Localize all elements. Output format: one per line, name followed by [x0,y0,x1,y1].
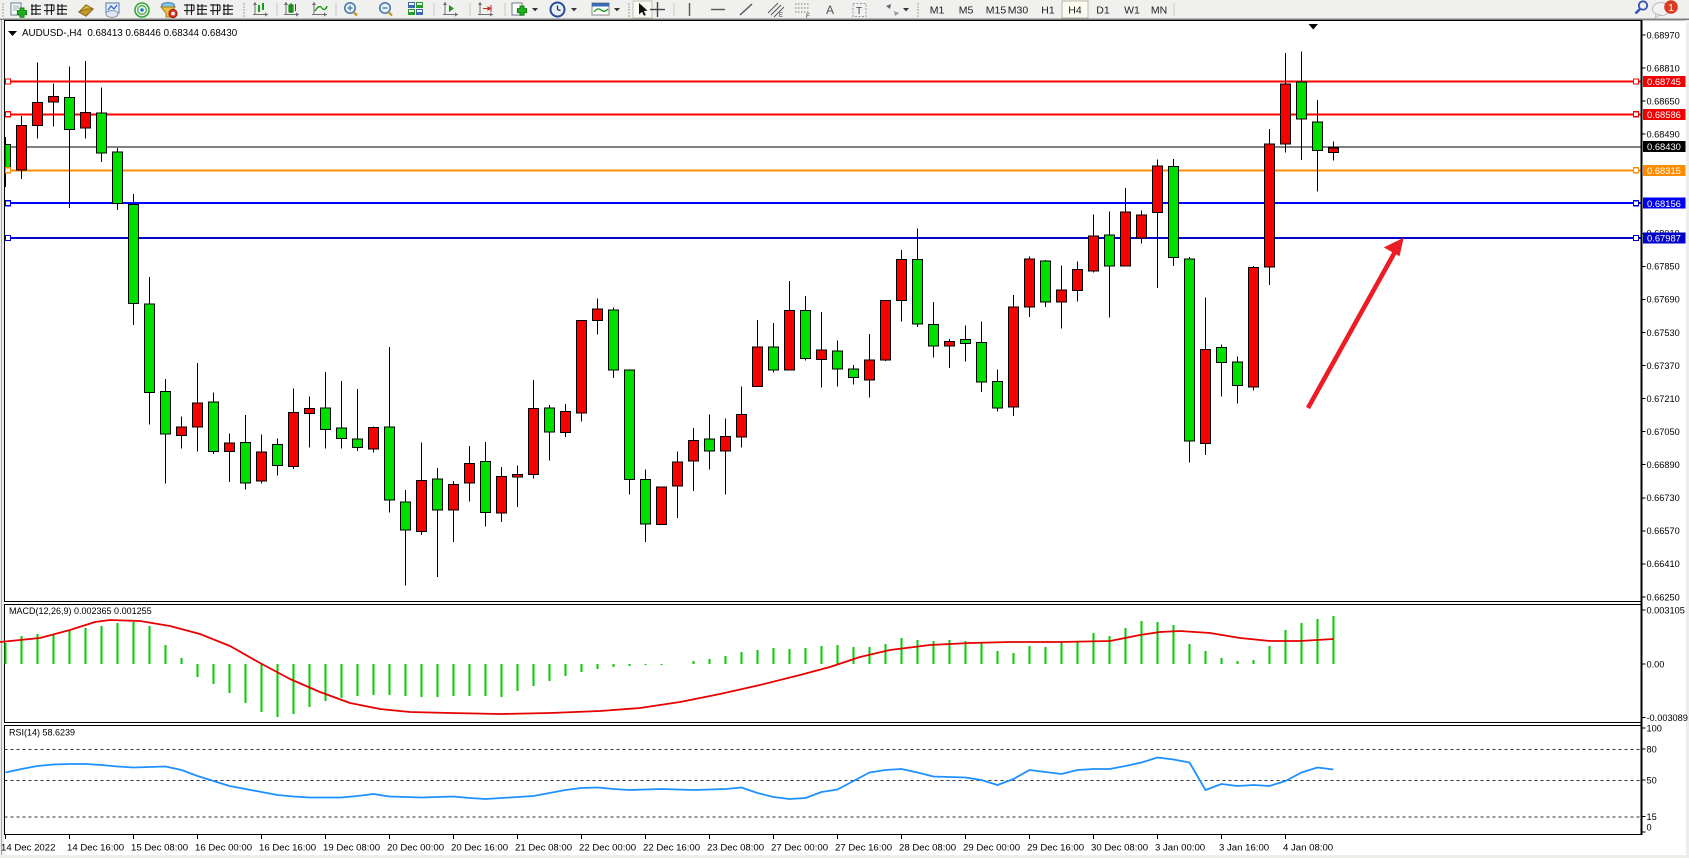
svg-text:80: 80 [1647,744,1657,754]
svg-text:23 Dec 08:00: 23 Dec 08:00 [707,843,764,854]
svg-text:0.68810: 0.68810 [1647,63,1680,73]
svg-text:14 Dec 2022: 14 Dec 2022 [1,843,55,854]
svg-text:0.68430: 0.68430 [1647,141,1681,152]
svg-text:15 Dec 08:00: 15 Dec 08:00 [131,843,188,854]
svg-text:0.67850: 0.67850 [1647,262,1680,272]
svg-text:28 Dec 08:00: 28 Dec 08:00 [899,843,956,854]
svg-text:19 Dec 08:00: 19 Dec 08:00 [323,843,380,854]
svg-text:0.67987: 0.67987 [1647,233,1681,244]
svg-text:0.67210: 0.67210 [1647,394,1680,404]
svg-text:AUDUSD-,H4 0.68413 0.68446 0.: AUDUSD-,H4 0.68413 0.68446 0.68344 0.684… [22,28,238,39]
svg-text:0.68156: 0.68156 [1647,198,1681,209]
svg-text:M15: M15 [986,5,1007,17]
svg-text:0.68745: 0.68745 [1647,76,1681,87]
svg-text:0.68490: 0.68490 [1647,129,1680,139]
svg-text:0.68315: 0.68315 [1647,165,1681,176]
svg-text:0.66890: 0.66890 [1647,460,1680,470]
svg-text:0.66410: 0.66410 [1647,559,1680,569]
svg-text:16 Dec 16:00: 16 Dec 16:00 [259,843,316,854]
svg-text:4 Jan 08:00: 4 Jan 08:00 [1283,843,1333,854]
svg-text:100: 100 [1647,724,1662,734]
svg-text:27 Dec 00:00: 27 Dec 00:00 [771,843,828,854]
svg-text:29 Dec 00:00: 29 Dec 00:00 [963,843,1020,854]
svg-text:0.00: 0.00 [1647,659,1665,669]
svg-text:T: T [856,6,862,17]
svg-text:22 Dec 16:00: 22 Dec 16:00 [643,843,700,854]
svg-text:0.003105: 0.003105 [1647,606,1685,616]
svg-text:14 Dec 16:00: 14 Dec 16:00 [67,843,124,854]
svg-text:F: F [806,14,810,19]
svg-text:H1: H1 [1041,5,1055,17]
svg-text:0.68970: 0.68970 [1647,30,1680,40]
svg-text:MACD(12,26,9) 0.002365 0.00125: MACD(12,26,9) 0.002365 0.001255 [9,606,152,616]
svg-text:29 Dec 16:00: 29 Dec 16:00 [1027,843,1084,854]
svg-text:M30: M30 [1008,5,1029,17]
svg-text:0.66570: 0.66570 [1647,526,1680,536]
svg-text:D1: D1 [1096,5,1110,17]
svg-text:22 Dec 00:00: 22 Dec 00:00 [579,843,636,854]
svg-text:50: 50 [1647,776,1657,786]
svg-text:3 Jan 16:00: 3 Jan 16:00 [1219,843,1269,854]
svg-text:1: 1 [1668,2,1674,14]
svg-text:0: 0 [1647,823,1652,833]
svg-text:0.67690: 0.67690 [1647,295,1680,305]
svg-text:27 Dec 16:00: 27 Dec 16:00 [835,843,892,854]
svg-text:21 Dec 08:00: 21 Dec 08:00 [515,843,572,854]
svg-text:20 Dec 16:00: 20 Dec 16:00 [451,843,508,854]
svg-text:15: 15 [1647,812,1657,822]
svg-text:A: A [826,3,834,17]
svg-text:-0.003089: -0.003089 [1647,713,1688,723]
svg-text:M1: M1 [930,5,945,17]
svg-text:0.67050: 0.67050 [1647,427,1680,437]
svg-text:0.67530: 0.67530 [1647,328,1680,338]
svg-text:MN: MN [1151,5,1167,17]
svg-text:20 Dec 00:00: 20 Dec 00:00 [387,843,444,854]
svg-text:3 Jan 00:00: 3 Jan 00:00 [1155,843,1205,854]
svg-text:H4: H4 [1068,5,1082,17]
svg-text:0.68650: 0.68650 [1647,96,1680,106]
svg-text:0.67370: 0.67370 [1647,361,1680,371]
svg-text:E: E [779,13,783,19]
svg-text:0.66250: 0.66250 [1647,592,1680,602]
svg-text:RSI(14) 58.6239: RSI(14) 58.6239 [9,728,75,738]
svg-text:16 Dec 00:00: 16 Dec 00:00 [195,843,252,854]
svg-text:W1: W1 [1124,5,1140,17]
svg-text:0.68586: 0.68586 [1647,109,1681,120]
svg-text:M5: M5 [959,5,974,17]
svg-text:30 Dec 08:00: 30 Dec 08:00 [1091,843,1148,854]
svg-text:0.66730: 0.66730 [1647,493,1680,503]
